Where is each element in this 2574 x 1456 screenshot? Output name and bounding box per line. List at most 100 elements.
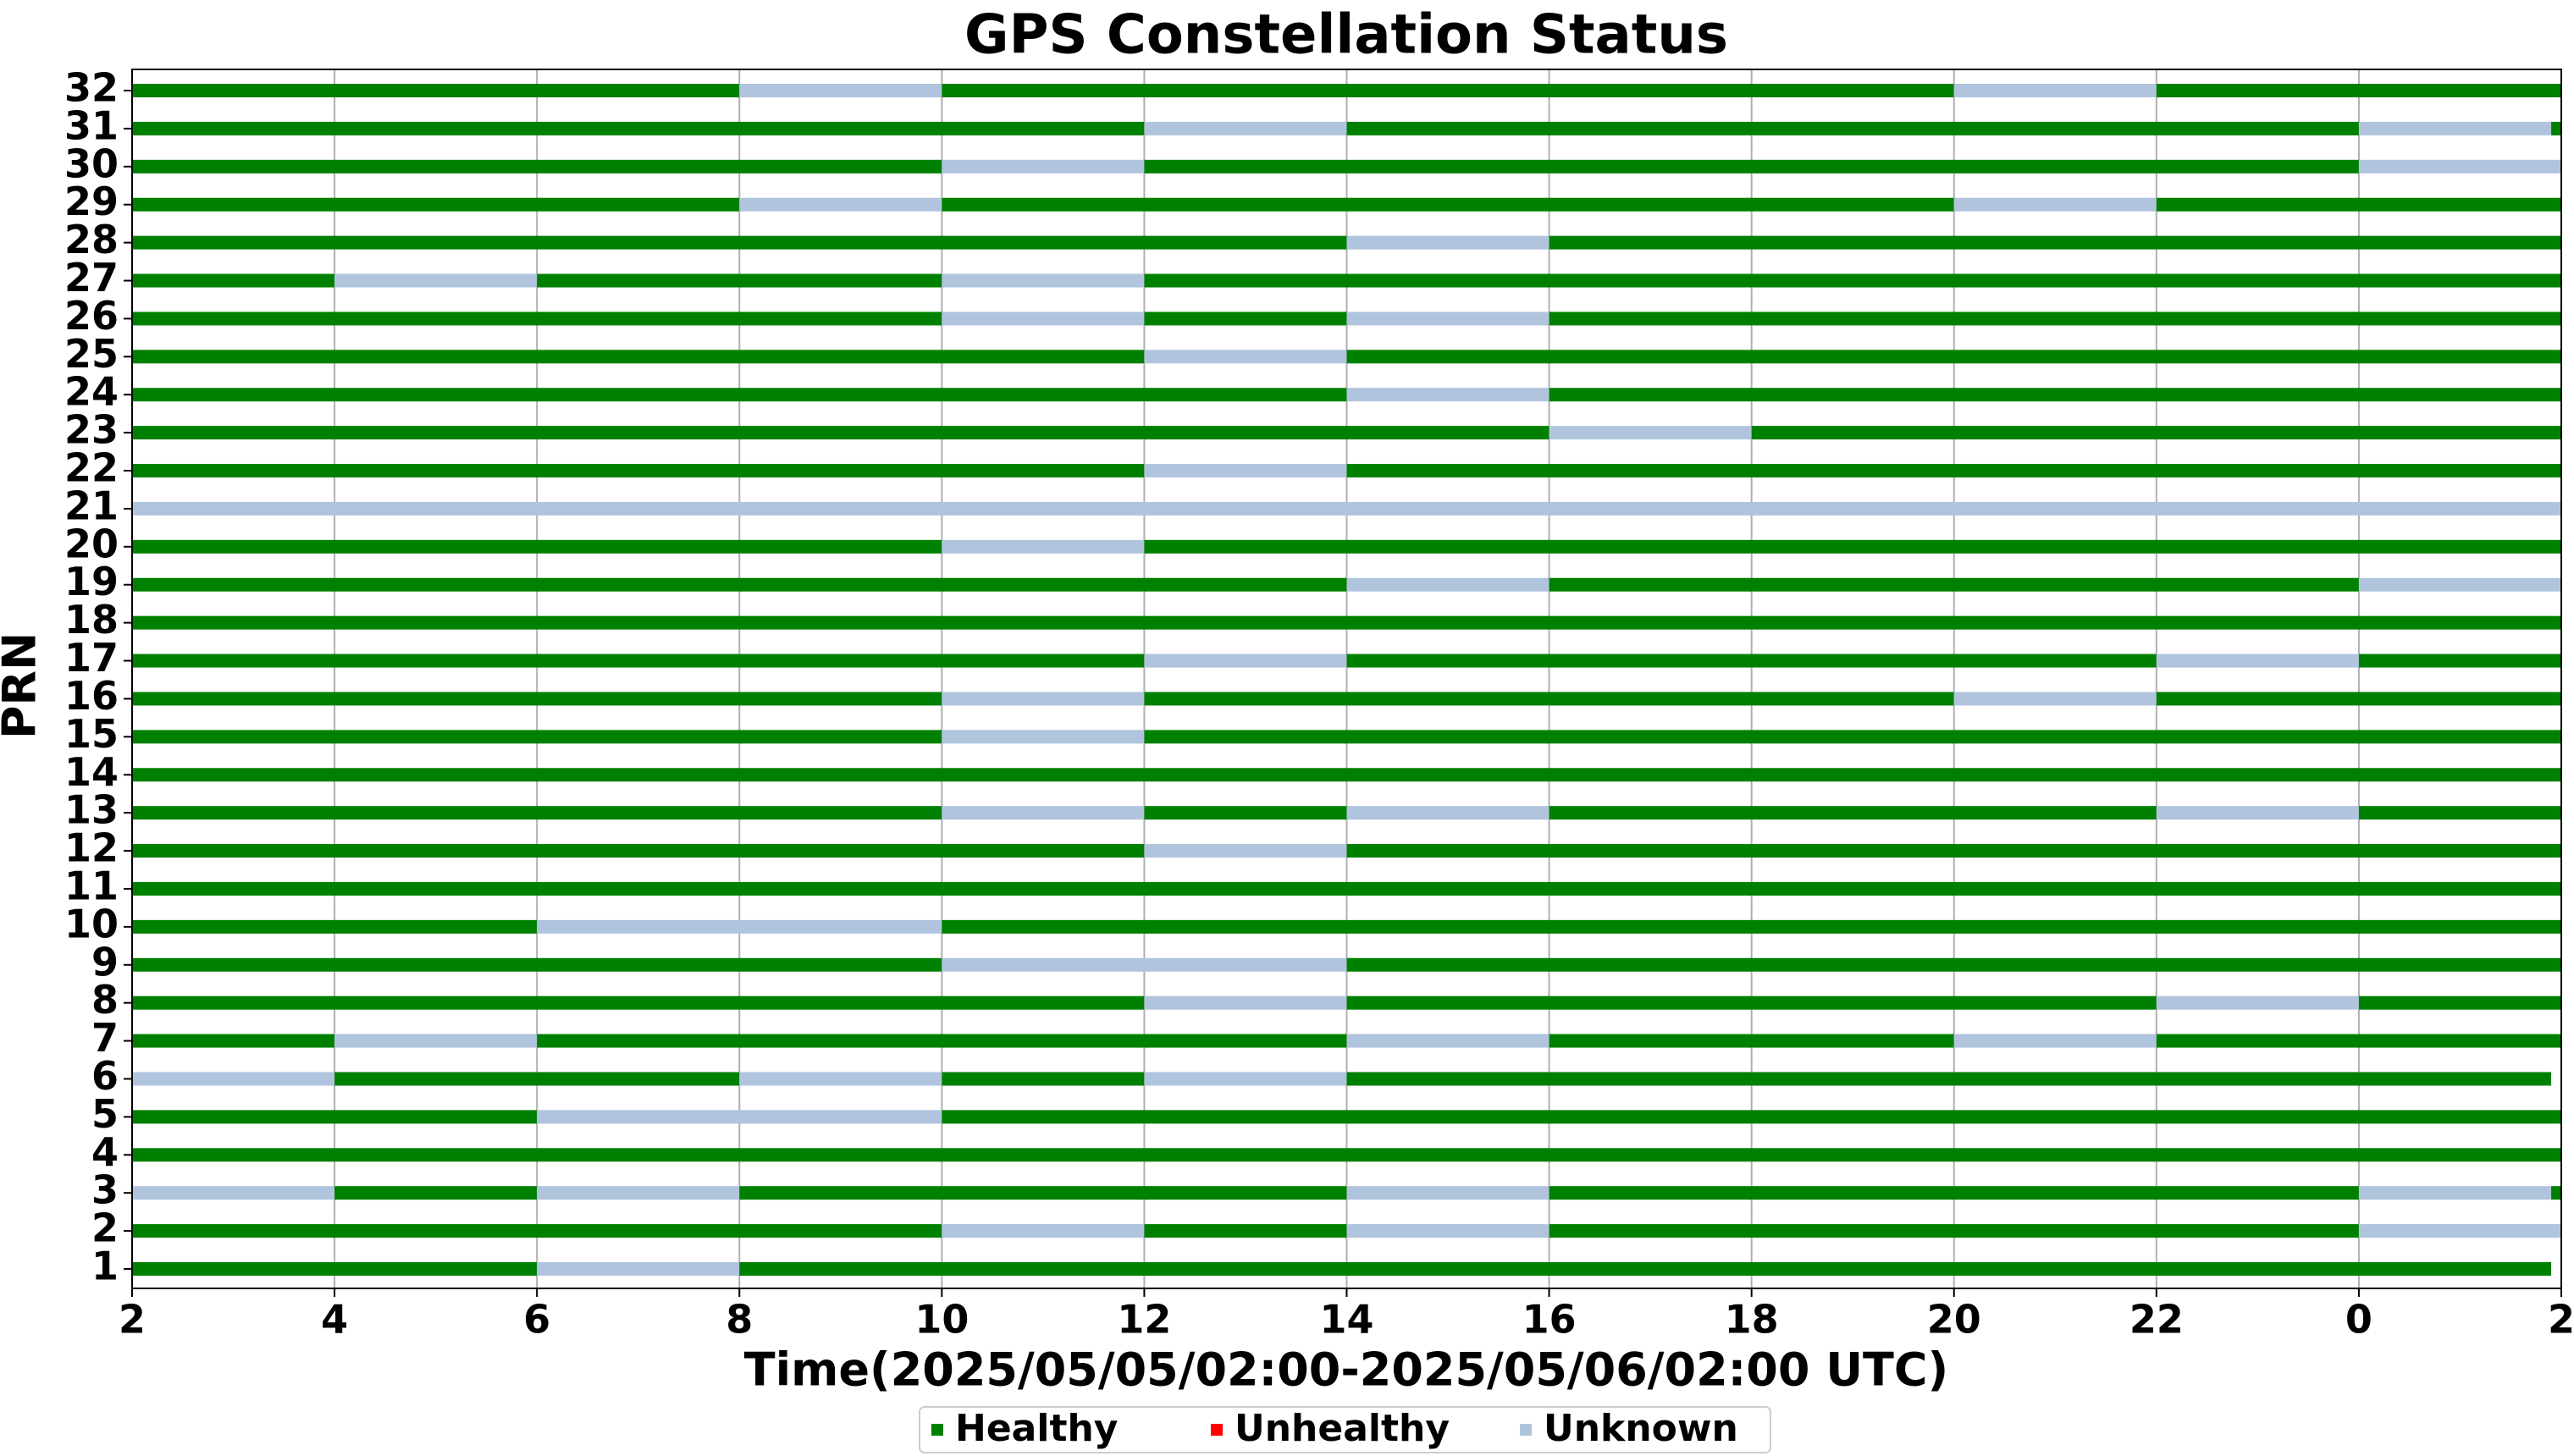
legend-frame: [919, 1406, 1771, 1453]
status-segment: [132, 464, 1145, 478]
y-tick-label: 11: [64, 863, 119, 908]
status-segment: [537, 1110, 942, 1124]
y-tick-label: 29: [64, 179, 119, 224]
status-segment: [1346, 806, 1549, 820]
status-segment: [132, 1224, 942, 1238]
status-segment: [1144, 844, 1347, 858]
status-segment: [132, 692, 942, 706]
status-segment: [1144, 806, 1347, 820]
x-axis-label: Time(2025/05/05/02:00-2025/05/06/02:00 U…: [744, 1343, 1948, 1397]
x-tick-label: 12: [1117, 1297, 1171, 1343]
x-tick-label: 4: [321, 1297, 348, 1343]
status-segment: [1144, 654, 1347, 668]
x-tick-label: 18: [1725, 1297, 1779, 1343]
y-tick-label: 10: [64, 901, 119, 946]
y-tick-label: 1: [91, 1244, 119, 1289]
x-tick-label: 6: [523, 1297, 550, 1343]
plot-frame: [131, 69, 2562, 1289]
status-segment: [2358, 995, 2561, 1010]
status-segment: [334, 1072, 740, 1086]
y-tick-label: 26: [64, 293, 119, 339]
status-segment: [1953, 692, 2157, 706]
status-segment: [537, 273, 942, 288]
x-tick-label: 8: [726, 1297, 753, 1343]
status-segment: [132, 1148, 2561, 1162]
status-segment: [1144, 121, 1347, 135]
y-tick-label: 18: [64, 597, 119, 643]
status-segment: [1144, 692, 1954, 706]
y-tick-label: 16: [64, 673, 119, 719]
status-segment: [132, 654, 1145, 668]
y-tick-label: 25: [64, 331, 119, 377]
status-segment: [2358, 1186, 2552, 1200]
y-axis-label: PRN: [0, 632, 47, 739]
status-segment: [1346, 577, 1549, 592]
status-segment: [739, 197, 942, 212]
y-tick-label: 2: [91, 1205, 119, 1251]
status-segment: [1549, 312, 2561, 326]
status-segment: [132, 1072, 335, 1086]
status-segment: [1144, 1072, 1347, 1086]
x-tick-label: 2: [2548, 1297, 2574, 1343]
status-segment: [132, 235, 1347, 250]
status-segment: [132, 350, 1145, 364]
y-tick-label: 17: [64, 635, 119, 681]
status-segment: [132, 844, 1145, 858]
y-tick-label: 31: [64, 102, 119, 148]
status-segment: [1346, 844, 2561, 858]
status-segment: [1751, 426, 2561, 440]
legend-label: Healthy: [955, 1407, 1118, 1450]
status-segment: [132, 806, 942, 820]
status-segment: [1144, 464, 1347, 478]
status-segment: [942, 159, 1145, 174]
status-segment: [1346, 464, 2561, 478]
status-segment: [1144, 273, 2561, 288]
status-segment: [1346, 654, 2157, 668]
status-segment: [1549, 388, 2561, 402]
status-segment: [132, 1034, 335, 1048]
legend-marker: [1520, 1424, 1532, 1436]
legend-label: Unhealthy: [1235, 1407, 1450, 1450]
status-segment: [1953, 84, 2157, 97]
y-tick-label: 30: [64, 141, 119, 186]
status-segment: [1549, 235, 2561, 250]
status-segment: [2358, 577, 2561, 592]
y-tick-label: 13: [64, 787, 119, 833]
y-tick-label: 22: [64, 445, 119, 491]
status-segment: [1549, 1186, 2359, 1200]
status-segment: [1144, 1224, 1347, 1238]
status-segment: [1144, 312, 1347, 326]
status-segment: [942, 539, 1145, 554]
status-segment: [942, 919, 2561, 934]
status-segment: [1346, 957, 2561, 972]
status-segment: [132, 426, 1549, 440]
y-tick-label: 32: [64, 65, 119, 111]
status-segment: [1549, 1034, 1954, 1048]
status-segment: [1144, 730, 2561, 744]
status-segment: [1953, 1034, 2157, 1048]
x-tick-label: 0: [2345, 1297, 2372, 1343]
status-segment: [132, 768, 2561, 782]
status-segment: [132, 730, 942, 744]
status-segment: [1346, 350, 2561, 364]
status-segment: [132, 957, 942, 972]
y-tick-label: 23: [64, 407, 119, 453]
status-segment: [1549, 806, 2157, 820]
status-segment: [132, 919, 538, 934]
status-segment: [1144, 350, 1347, 364]
legend-label: Unknown: [1544, 1407, 1738, 1450]
status-segment: [2358, 121, 2552, 135]
status-segment: [1549, 1224, 2359, 1238]
status-segment: [537, 919, 942, 934]
status-segment: [942, 730, 1145, 744]
y-tick-label: 5: [91, 1091, 119, 1137]
status-segment: [942, 273, 1145, 288]
y-tick-label: 15: [64, 711, 119, 757]
status-segment: [2358, 806, 2561, 820]
status-segment: [132, 159, 942, 174]
status-segment: [942, 1072, 1145, 1086]
x-tick-label: 14: [1319, 1297, 1373, 1343]
status-segment: [132, 312, 942, 326]
y-tick-label: 21: [64, 483, 119, 528]
